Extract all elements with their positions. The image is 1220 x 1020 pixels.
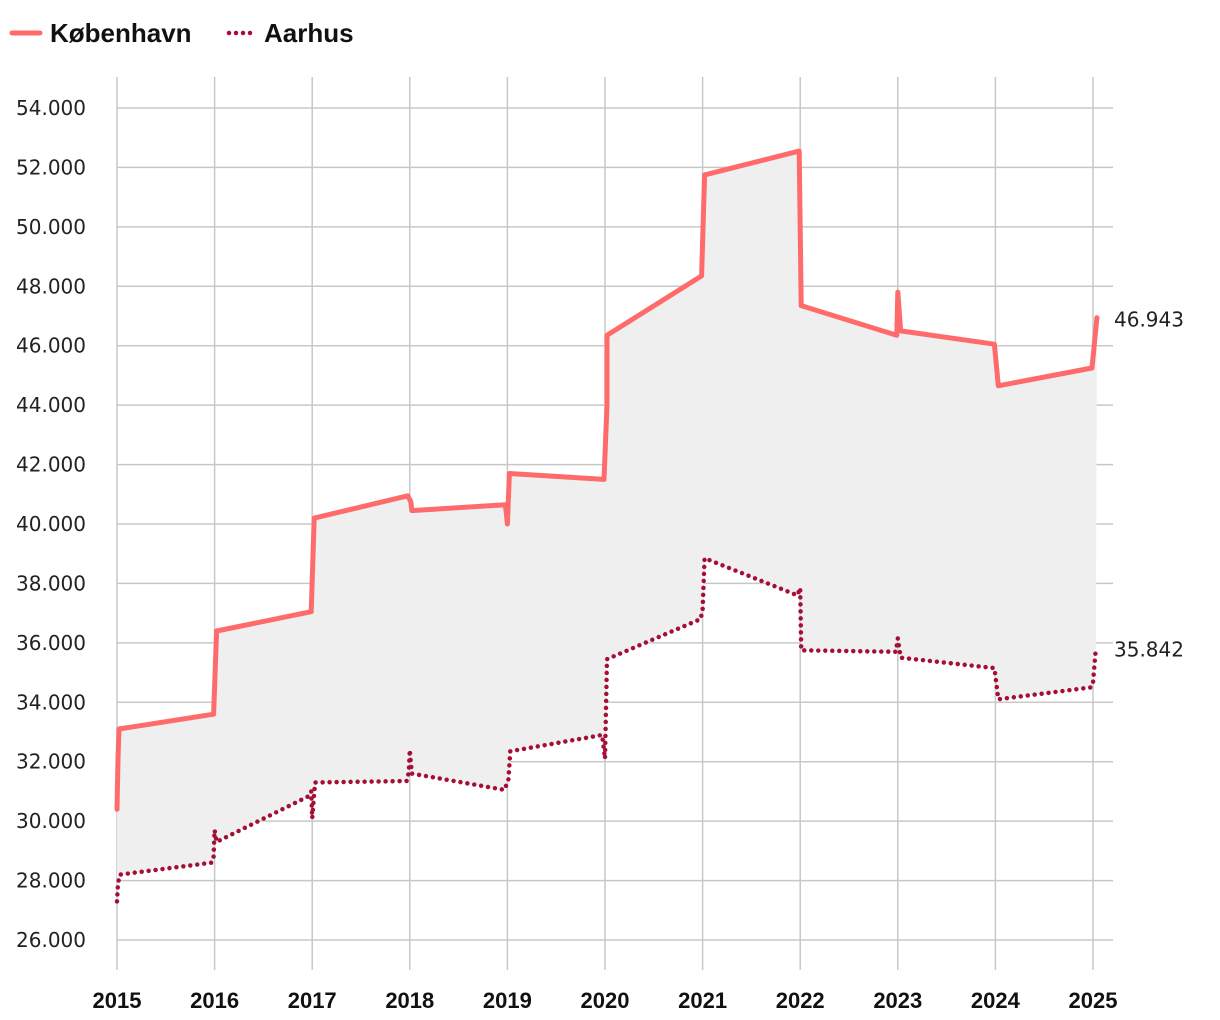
x-axis-ticks: 2015 2016 2017 2018 2019 2020 2021 2022 2023 2024… — [93, 988, 1118, 1013]
y-tick-label: 44.000 — [16, 393, 86, 417]
end-label-aarhus: 35.842 — [1114, 638, 1184, 662]
y-tick-label: 34.000 — [16, 690, 86, 714]
range-band — [117, 151, 1097, 902]
y-tick-label: 48.000 — [16, 274, 86, 298]
legend: København Aarhus — [9, 18, 354, 48]
x-tick-label: 2016 — [190, 988, 239, 1013]
x-tick-label: 2025 — [1069, 988, 1118, 1013]
y-tick-label: 32.000 — [16, 750, 86, 774]
series-line-aarhus — [114, 555, 1099, 904]
x-tick-label: 2024 — [971, 988, 1021, 1013]
y-tick-label: 38.000 — [16, 571, 86, 595]
legend-label-kobenhavn: København — [50, 18, 192, 48]
x-tick-label: 2018 — [385, 988, 434, 1013]
y-tick-label: 50.000 — [16, 215, 86, 239]
range-band-area — [117, 151, 1097, 902]
y-tick-label: 30.000 — [16, 809, 86, 833]
x-tick-label: 2019 — [483, 988, 532, 1013]
x-tick-label: 2021 — [678, 988, 727, 1013]
x-tick-label: 2020 — [581, 988, 630, 1013]
x-tick-label: 2017 — [288, 988, 337, 1013]
y-tick-label: 52.000 — [16, 155, 86, 179]
series-lines — [114, 148, 1100, 904]
x-tick-label: 2023 — [873, 988, 922, 1013]
x-tick-label: 2022 — [776, 988, 825, 1013]
series-line-kobenhavn — [114, 148, 1100, 812]
y-tick-label: 46.000 — [16, 334, 86, 358]
y-tick-label: 40.000 — [16, 512, 86, 536]
y-tick-label: 36.000 — [16, 631, 86, 655]
y-tick-label: 42.000 — [16, 453, 86, 477]
end-labels: 46.943 35.842 — [1114, 308, 1184, 662]
end-label-kobenhavn: 46.943 — [1114, 308, 1184, 332]
y-tick-label: 28.000 — [16, 869, 86, 893]
x-tick-label: 2015 — [93, 988, 142, 1013]
y-tick-label: 26.000 — [16, 928, 86, 952]
legend-label-aarhus: Aarhus — [264, 18, 354, 48]
y-tick-label: 54.000 — [16, 96, 86, 120]
y-axis-ticks: 26.000 28.000 30.000 32.000 34.000 36.000 38.0… — [16, 96, 86, 952]
